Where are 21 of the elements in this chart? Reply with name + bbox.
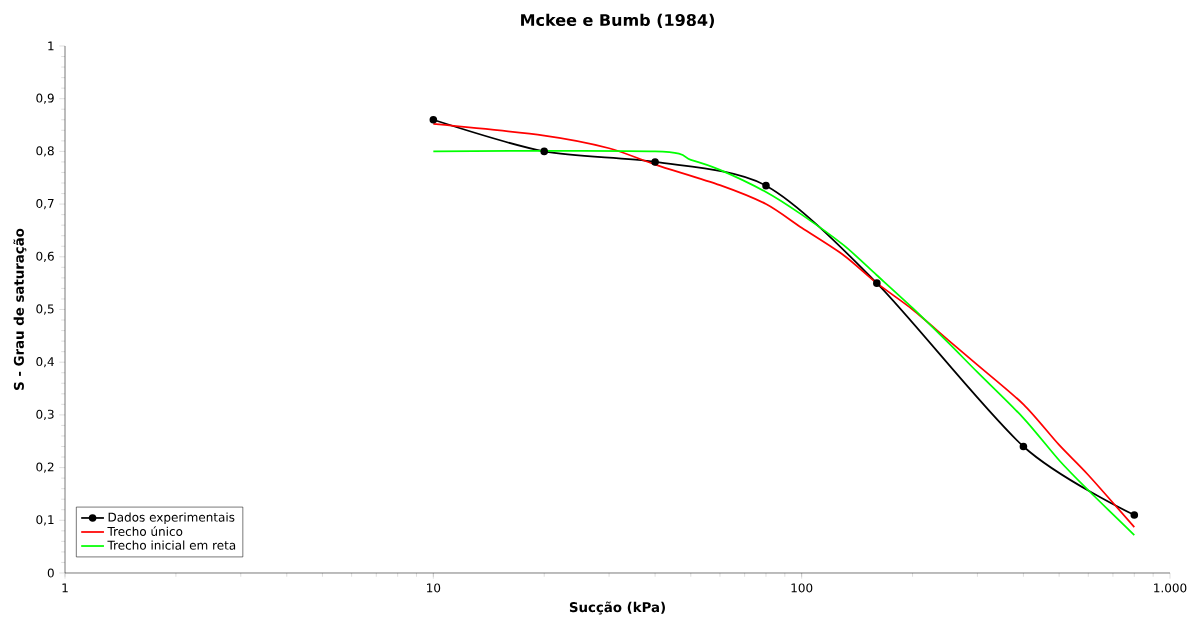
y-tick-label: 0,2: [36, 462, 54, 473]
y-tick-label: 0,8: [36, 146, 54, 157]
legend-label: Dados experimentais: [108, 512, 235, 525]
x-tick-label: 100: [791, 583, 813, 593]
y-tick-label: 0,5: [36, 304, 54, 315]
x-tick-label: 10: [427, 583, 441, 593]
y-tick-label: 0,6: [36, 251, 54, 262]
legend-label: Trecho inicial em reta: [107, 540, 236, 550]
y-tick-label: 0,3: [36, 409, 54, 421]
y-tick-label: 0,9: [36, 93, 54, 104]
y-tick-label: 0,4: [36, 357, 54, 368]
chart-title: Mckee e Bumb (1984): [521, 13, 714, 28]
y-tick-label: 0,1: [36, 515, 54, 526]
x-tick-label: 1: [62, 583, 68, 593]
x-tick-label: 1.000: [1154, 583, 1187, 593]
legend-label: Trecho único: [107, 526, 183, 536]
y-tick-label: 0: [47, 568, 54, 578]
y-axis-title: S - Grau de saturação: [13, 228, 27, 390]
y-tick-label: 0,7: [36, 198, 54, 210]
y-tick-label: 1: [48, 41, 54, 51]
x-axis-title: Sucção (kPa): [569, 601, 665, 615]
